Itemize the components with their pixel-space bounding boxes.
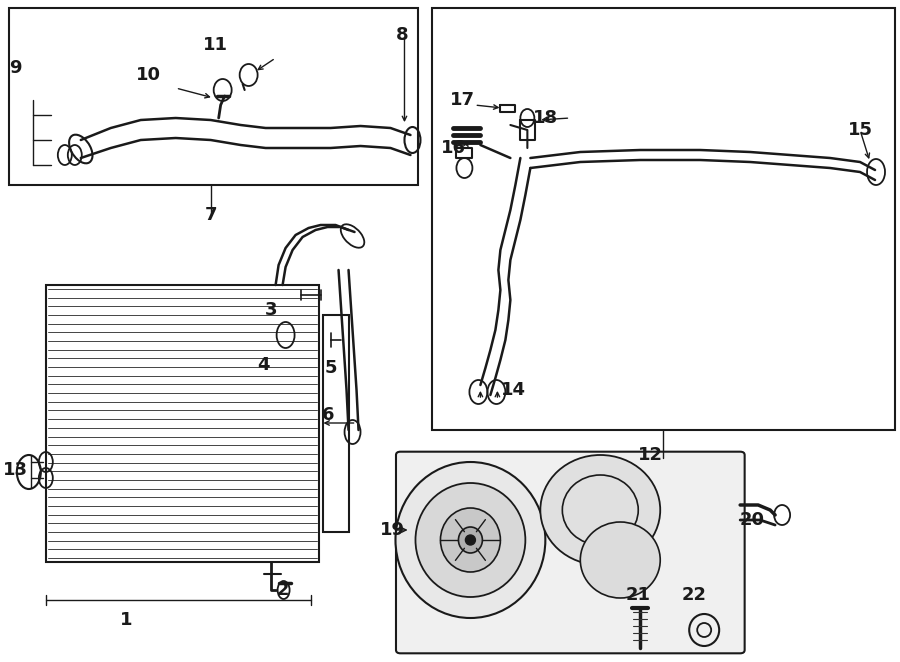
Text: 5: 5 <box>324 359 337 377</box>
Text: 7: 7 <box>204 206 217 224</box>
Ellipse shape <box>395 462 545 618</box>
Bar <box>46 285 319 562</box>
Text: 18: 18 <box>533 109 558 127</box>
Ellipse shape <box>540 455 661 565</box>
FancyBboxPatch shape <box>396 451 744 653</box>
Text: 21: 21 <box>626 586 651 604</box>
Text: 8: 8 <box>396 26 409 44</box>
Text: 1: 1 <box>120 611 132 629</box>
Text: 6: 6 <box>322 406 335 424</box>
Text: 13: 13 <box>4 461 29 479</box>
Text: 9: 9 <box>10 59 22 77</box>
Text: 4: 4 <box>257 356 270 374</box>
Bar <box>322 315 348 532</box>
Ellipse shape <box>440 508 500 572</box>
Text: 17: 17 <box>450 91 475 109</box>
Text: 3: 3 <box>265 301 277 319</box>
Text: 2: 2 <box>276 581 289 599</box>
Text: 14: 14 <box>501 381 526 399</box>
Text: 10: 10 <box>136 66 161 84</box>
Ellipse shape <box>416 483 526 597</box>
Ellipse shape <box>580 522 661 598</box>
Ellipse shape <box>465 535 475 545</box>
Text: 11: 11 <box>203 36 229 54</box>
Text: 16: 16 <box>441 139 466 157</box>
Text: 22: 22 <box>681 586 706 604</box>
Text: 20: 20 <box>740 511 765 529</box>
Text: 15: 15 <box>848 121 872 139</box>
Bar <box>9 8 418 185</box>
Ellipse shape <box>458 527 482 553</box>
Bar <box>433 8 895 430</box>
Text: 19: 19 <box>380 521 405 539</box>
Text: 12: 12 <box>638 446 662 464</box>
